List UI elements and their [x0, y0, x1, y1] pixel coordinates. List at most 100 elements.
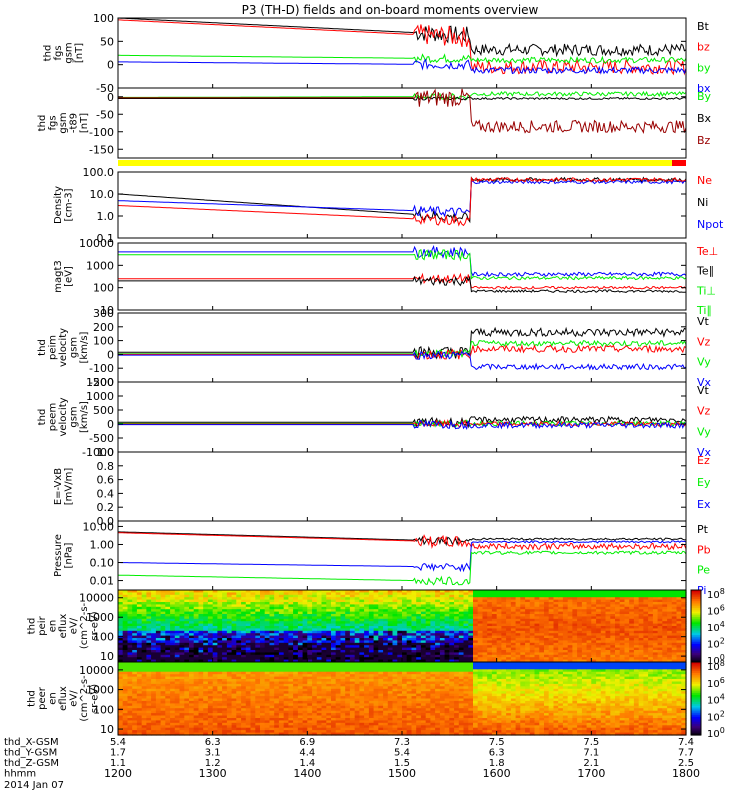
y-axis-label: eflux	[58, 686, 69, 711]
y-axis-label: [eV]	[63, 266, 74, 287]
y-tick-label: 0.8	[97, 460, 115, 473]
legend-Bt: Bt	[697, 20, 710, 33]
legend-Vt: Vt	[697, 315, 710, 328]
y-tick-label: 100.0	[83, 166, 115, 179]
y-axis-label: velocity	[58, 397, 69, 436]
y-tick-label: 1000	[86, 390, 114, 403]
y-axis-label: gsm	[69, 337, 80, 358]
y-tick-label: 10.0	[90, 188, 115, 201]
y-axis-label: thd	[37, 339, 48, 356]
y-tick-label: 10	[100, 650, 114, 663]
y-axis-label: thd	[37, 409, 48, 426]
y-axis-label: fgs	[48, 115, 59, 130]
y-axis-label: Pressure	[53, 534, 64, 577]
legend-Te⊥: Te⊥	[696, 245, 718, 258]
y-tick-label: 0.6	[97, 474, 115, 487]
y-axis-label: peer	[37, 686, 48, 710]
y-axis-label: -t89	[69, 113, 80, 133]
y-tick-label: 0.01	[90, 575, 115, 588]
y-axis-label: magt3	[53, 260, 64, 293]
y-tick-label: -100	[89, 362, 114, 375]
legend-Pt: Pt	[697, 523, 709, 536]
legend-By: By	[697, 90, 712, 103]
panel-frame	[118, 452, 686, 521]
series-ni	[118, 178, 686, 222]
y-axis-label: eflux	[58, 614, 69, 639]
series-pt	[118, 532, 686, 545]
y-tick-label: 0.10	[90, 557, 115, 570]
y-tick-label: 1.0	[97, 210, 115, 223]
flag-bar-yellow	[118, 160, 672, 166]
y-tick-label: -500	[89, 432, 114, 445]
y-tick-label: 200	[93, 321, 114, 334]
legend-Ez: Ez	[697, 454, 710, 467]
y-axis-label: [cm-3]	[63, 188, 74, 221]
y-axis-label: [mV/m]	[63, 468, 74, 506]
series-ti-par	[118, 250, 686, 280]
legend-Ti⊥: Ti⊥	[696, 284, 716, 297]
legend-by: by	[697, 61, 711, 74]
y-axis-label: peir	[37, 615, 48, 635]
flag-bar-red	[672, 160, 686, 166]
y-tick-label: 10000	[79, 592, 114, 605]
y-tick-label: 1.0	[97, 446, 115, 459]
y-tick-label: 100	[93, 631, 114, 644]
y-tick-label: 300	[93, 307, 114, 320]
y-axis-label: thd	[42, 45, 53, 62]
legend-Te∥: Te∥	[696, 265, 714, 278]
panel-frame	[118, 521, 686, 590]
y-axis-label: velocity	[58, 328, 69, 367]
y-tick-label: 0.4	[97, 487, 115, 500]
y-tick-label: 1500	[86, 376, 114, 389]
y-tick-label: 0	[107, 91, 114, 104]
y-axis-label: Density	[53, 186, 64, 224]
legend-Vy: Vy	[697, 356, 711, 369]
y-tick-label: 1000	[86, 259, 114, 272]
legend-Npot: Npot	[697, 218, 724, 231]
series-te-perp	[118, 274, 686, 289]
y-tick-label: 100	[93, 335, 114, 348]
legend-Ne: Ne	[697, 174, 712, 187]
y-axis-label: [km/s]	[79, 331, 90, 363]
y-axis-label: E=-VxB	[53, 468, 64, 505]
series-te-par	[118, 277, 686, 292]
y-axis-label: [nPa]	[63, 542, 74, 568]
y-tick-label: 10000	[79, 237, 114, 250]
series-pb	[118, 533, 686, 550]
series-pe	[118, 551, 686, 585]
y-axis-label: [nT]	[74, 43, 85, 63]
legend-Bz: Bz	[697, 134, 711, 147]
y-axis-label: en	[48, 620, 59, 633]
y-axis-label: thd	[27, 618, 38, 635]
y-tick-label: 0.2	[97, 501, 115, 514]
chart-title: P3 (TH-D) fields and on-board moments ov…	[242, 3, 539, 17]
y-tick-label: 0	[107, 59, 114, 72]
y-tick-label: -100	[89, 126, 114, 139]
y-tick-label: 1.00	[90, 538, 115, 551]
y-axis-label: peim	[48, 335, 59, 360]
y-axis-label: eV/	[69, 690, 80, 707]
y-axis-label: (cm^2-s-	[79, 602, 90, 649]
y-tick-label: 500	[93, 404, 114, 417]
legend-Vy: Vy	[697, 425, 711, 438]
y-tick-label: 0	[107, 348, 114, 361]
legend-Vz: Vz	[697, 335, 711, 348]
y-axis-label: gsm	[58, 112, 69, 133]
y-axis-label: eV/	[69, 617, 80, 634]
series-by	[118, 55, 686, 63]
series-ne	[118, 178, 686, 226]
y-tick-label: 50	[100, 35, 114, 48]
legend-Vt: Vt	[697, 384, 710, 397]
y-axis-label: thd	[37, 115, 48, 132]
panel-frame	[118, 382, 686, 452]
legend-Pe: Pe	[697, 564, 710, 577]
